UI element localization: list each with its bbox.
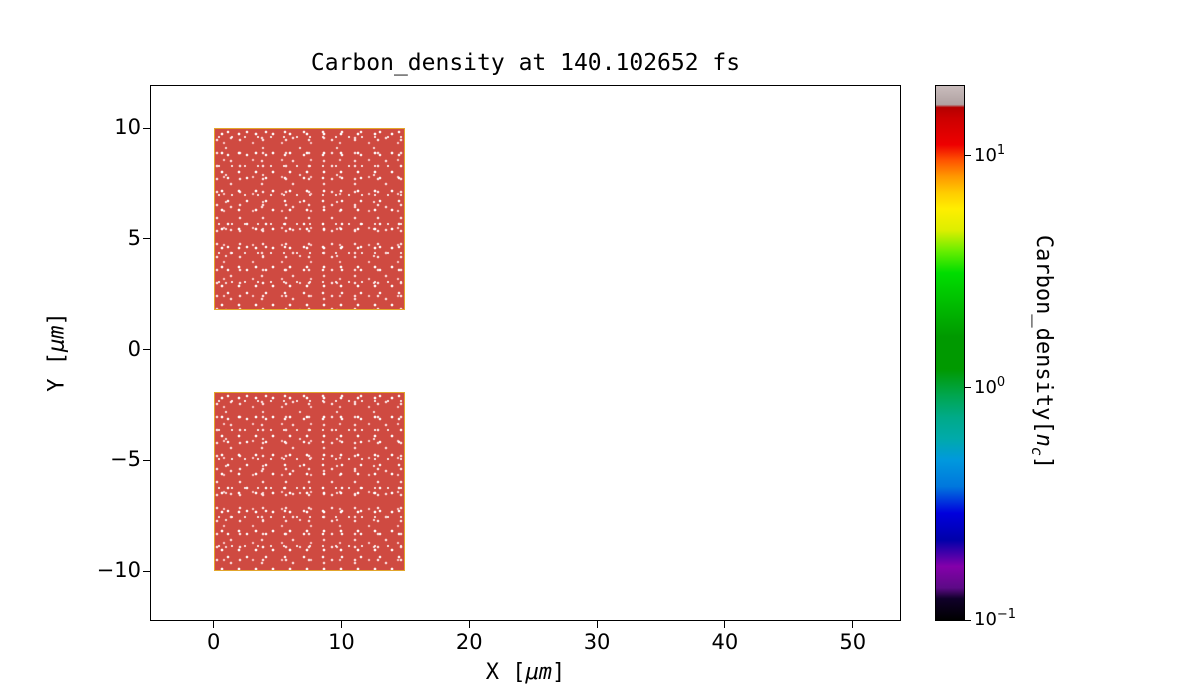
y-tick-mark: [143, 570, 150, 572]
y-tick-label: 10: [114, 115, 141, 140]
density-slab-upper: [213, 128, 406, 310]
colorbar-label-symbol: n: [1031, 433, 1057, 447]
y-tick-label: 5: [127, 225, 141, 250]
colorbar-tick-mark: [965, 155, 971, 157]
y-axis-label-text: Y [: [44, 352, 70, 392]
plot-area: [150, 85, 901, 621]
x-tick-label: 40: [711, 630, 739, 654]
x-tick-label: 50: [839, 630, 867, 654]
x-tick-mark: [468, 621, 470, 628]
x-tick-mark: [724, 621, 726, 628]
x-tick-mark: [596, 621, 598, 628]
y-tick-mark: [143, 238, 150, 240]
x-tick-label: 0: [206, 630, 221, 654]
y-axis-label-unit: μm: [44, 325, 70, 353]
x-axis-label-unit: μm: [525, 660, 553, 685]
chart-title: Carbon_density at 140.102652 fs: [310, 50, 741, 76]
colorbar: [935, 85, 965, 621]
y-axis-label-close: ]: [44, 312, 70, 326]
y-tick-label: −10: [96, 558, 141, 583]
colorbar-tick-label: 100: [974, 374, 1006, 398]
y-tick-label: −5: [110, 447, 141, 472]
x-tick-mark: [213, 621, 215, 628]
x-axis-label: X [μm]: [150, 660, 901, 685]
density-slab-lower: [213, 391, 406, 572]
y-tick-label: 0: [127, 336, 141, 361]
y-tick-mark: [143, 349, 150, 351]
x-axis-label-text: X [: [485, 660, 526, 685]
y-axis-label: Y [μm]: [45, 312, 70, 392]
x-tick-label: 30: [583, 630, 611, 654]
x-tick-label: 20: [455, 630, 483, 654]
x-axis-label-close: ]: [552, 660, 566, 685]
colorbar-label-subscript: c: [1027, 446, 1046, 456]
x-tick-mark: [852, 621, 854, 628]
colorbar-label-text: Carbon_density[: [1031, 234, 1057, 434]
colorbar-tick-mark: [965, 387, 971, 389]
colorbar-tick-label: 10−1: [974, 607, 1017, 630]
x-tick-mark: [340, 621, 342, 628]
y-tick-mark: [143, 127, 150, 129]
x-tick-label: 10: [328, 630, 355, 654]
y-tick-mark: [143, 459, 150, 461]
colorbar-tick-mark: [965, 619, 971, 621]
colorbar-label: Carbon_density[nc]: [1028, 235, 1056, 469]
colorbar-label-close: ]: [1031, 455, 1057, 470]
colorbar-tick-label: 101: [974, 142, 1006, 166]
